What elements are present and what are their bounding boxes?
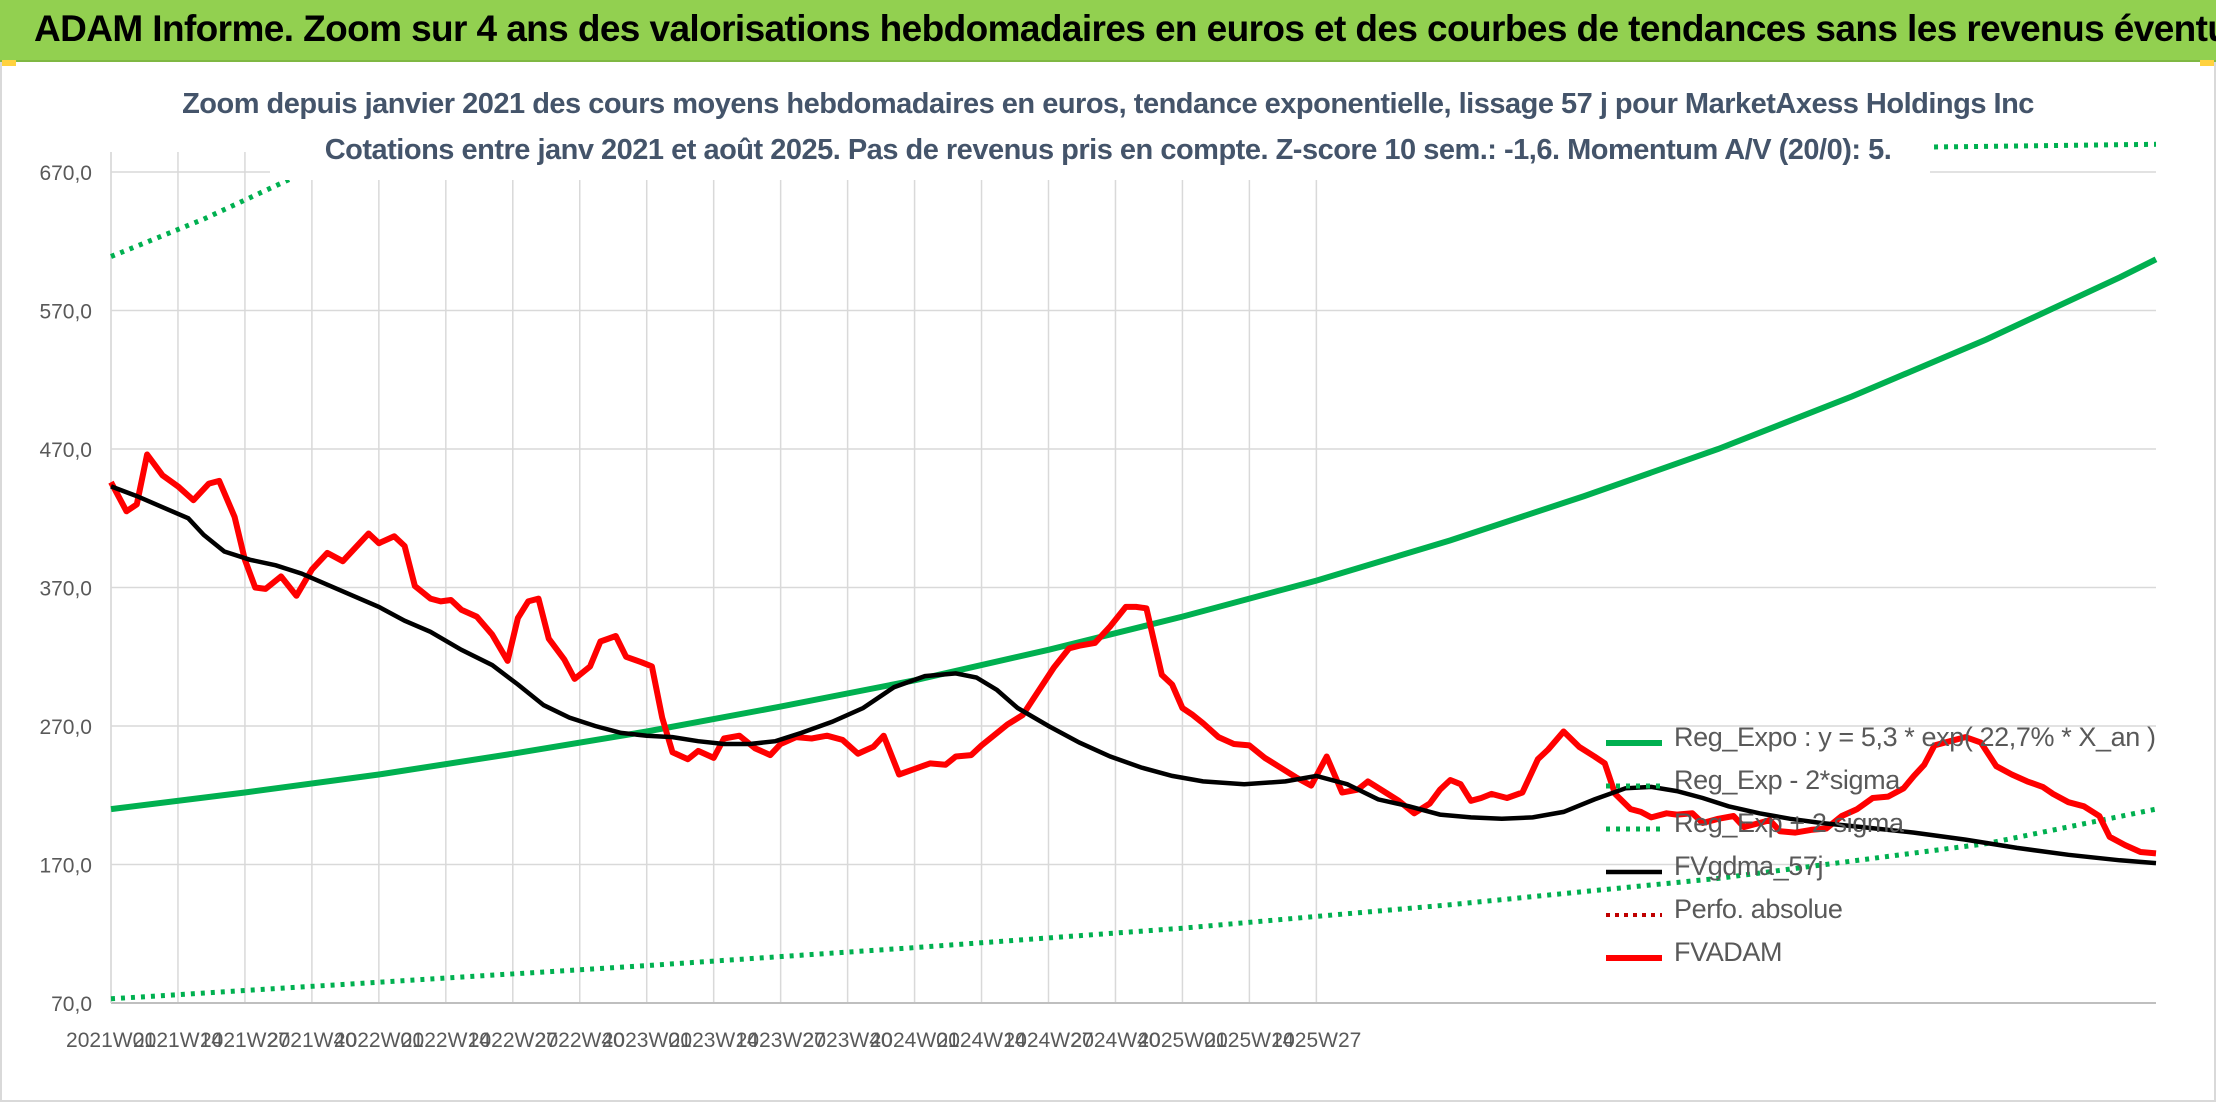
title-banner: ADAM Informe. Zoom sur 4 ans des valoris… <box>0 0 2216 62</box>
legend-label: Reg_Exp + 2 sigma <box>1674 808 1904 838</box>
x-tick-label: 2022W40 <box>535 1029 625 1052</box>
page-title: ADAM Informe. Zoom sur 4 ans des valoris… <box>34 8 2216 49</box>
legend-label: Reg_Expo : y = 5,3 * exp( 22,7% * X_an ) <box>1674 722 2156 752</box>
legend-swatch <box>1606 869 1662 875</box>
x-tick-label: 2024W01 <box>870 1029 960 1052</box>
series-line-1 <box>110 806 2157 1002</box>
series-line-3 <box>110 484 2157 866</box>
legend-label: FVADAM <box>1674 937 1783 967</box>
x-tick-label: 2024W27 <box>1004 1029 1094 1052</box>
legend-swatch <box>1606 740 1662 746</box>
y-tick-label: 470,0 <box>39 439 92 462</box>
x-tick-label: 2021W14 <box>133 1029 223 1052</box>
y-tick-label: 670,0 <box>39 162 92 185</box>
x-tick-label: 2025W01 <box>1137 1029 1227 1052</box>
x-tick-label: 2022W14 <box>401 1029 491 1052</box>
x-tick-label: 2021W01 <box>66 1029 156 1052</box>
x-tick-label: 2021W27 <box>200 1029 290 1052</box>
series-line-5 <box>108 451 2157 857</box>
x-tick-label: 2024W40 <box>1071 1029 1161 1052</box>
x-tick-label: 2023W40 <box>803 1029 893 1052</box>
legend-swatch <box>1606 826 1662 832</box>
legend-label: Perfo. absolue <box>1674 894 1843 924</box>
legend-swatch <box>1606 955 1662 961</box>
line-chart: 70,0 170,0 270,0 370,0 470,0 570,0 670,0 2021W0… <box>39 84 2158 1052</box>
legend-swatch <box>1606 913 1662 917</box>
x-tick-label: 2021W40 <box>267 1029 357 1052</box>
y-tick-label: 170,0 <box>39 855 92 878</box>
x-tick-label: 2022W27 <box>468 1029 558 1052</box>
legend-label: FVgdma_57j <box>1674 851 1824 881</box>
y-tick-label: 370,0 <box>39 578 92 601</box>
x-tick-label: 2025W27 <box>1271 1029 1361 1052</box>
left-corner-marker <box>2 60 16 66</box>
y-tick-label: 270,0 <box>39 716 92 739</box>
right-corner-marker <box>2200 60 2214 66</box>
legend-label: Reg_Exp - 2*sigma <box>1674 765 1900 795</box>
series-line-0 <box>110 256 2158 813</box>
x-tick-label: 2024W14 <box>937 1029 1027 1052</box>
y-tick-label: 570,0 <box>39 301 92 324</box>
title-backdrop <box>270 84 1930 180</box>
x-tick-label: 2023W14 <box>669 1029 759 1052</box>
x-tick-label: 2023W01 <box>602 1029 692 1052</box>
legend-swatch <box>1606 783 1662 789</box>
chart-title: Zoom depuis janvier 2021 des cours moyen… <box>182 88 2034 120</box>
x-tick-label: 2022W01 <box>334 1029 424 1052</box>
x-tick-label: 2025W14 <box>1204 1029 1294 1052</box>
chart-subtitle: Cotations entre janv 2021 et août 2025. … <box>324 134 1892 166</box>
y-tick-label: 70,0 <box>51 993 92 1016</box>
x-tick-label: 2023W27 <box>736 1029 826 1052</box>
